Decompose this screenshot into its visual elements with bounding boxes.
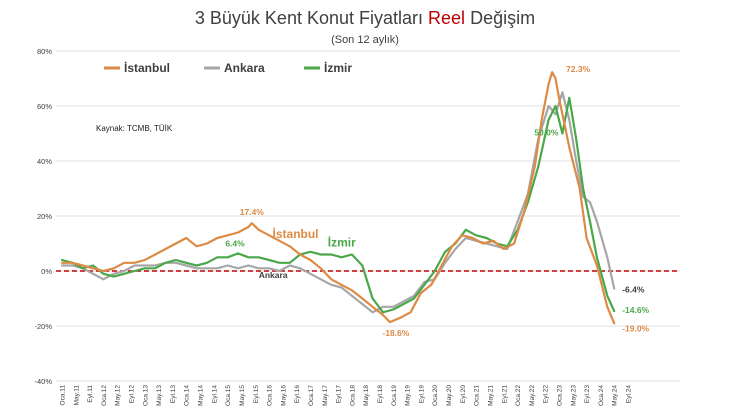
x-tick-label: May.24 — [612, 385, 619, 406]
data-label-istanbul: -18.6% — [382, 328, 409, 338]
x-tick-label: Oca.23 — [556, 385, 563, 406]
x-tick-label: May.23 — [570, 385, 577, 406]
x-tick-label: May.16 — [280, 385, 287, 406]
x-tick-label: Oca.16 — [267, 385, 274, 406]
x-tick-label: May.13 — [156, 385, 163, 406]
data-label-istanbul: -19.0% — [622, 323, 649, 333]
legend: İstanbul Ankara İzmir — [104, 60, 352, 75]
x-tick-label: Oca.21 — [474, 385, 481, 406]
x-tick-label: Oca.15 — [225, 385, 232, 406]
x-tick-label: Eyl.12 — [129, 385, 136, 403]
x-tick-label: Eyl.11 — [87, 385, 94, 403]
x-tick-label: Oca.19 — [391, 385, 398, 406]
x-tick-label: Oca.17 — [308, 385, 315, 406]
x-tick-label: Oca.12 — [101, 385, 108, 406]
x-tick-label: May.18 — [363, 385, 370, 406]
data-label-izmir: 50.0% — [534, 128, 559, 138]
title-accent: Reel — [428, 8, 465, 28]
x-tick-label: May.20 — [446, 385, 453, 406]
series-line-izmir — [60, 96, 616, 314]
x-tick-label: Eyl.24 — [626, 385, 633, 403]
x-tick-label: Eyl.15 — [253, 385, 260, 403]
series-line-ankara — [60, 91, 616, 314]
y-tick-label: 60% — [37, 102, 52, 111]
x-tick-label: Eyl.18 — [377, 385, 384, 403]
x-tick-label: May.22 — [529, 385, 536, 406]
x-tick-label: Oca.24 — [598, 385, 605, 406]
x-tick-label: Oca.20 — [432, 385, 439, 406]
series-line-istanbul — [60, 71, 616, 325]
x-tick-label: Eyl.20 — [460, 385, 467, 403]
x-tick-label: Eyl.22 — [543, 385, 550, 403]
x-tick-label: Oca.14 — [184, 385, 191, 406]
x-tick-label: May.17 — [322, 385, 329, 406]
legend-label-istanbul: İstanbul — [124, 60, 170, 75]
x-tick-label: Oca.22 — [515, 385, 522, 406]
x-tick-label: May.11 — [73, 385, 80, 406]
y-tick-label: 80% — [37, 47, 52, 56]
x-tick-label: May.15 — [239, 385, 246, 406]
y-tick-label: 20% — [37, 212, 52, 221]
x-tick-label: Eyl.14 — [211, 385, 218, 403]
x-tick-label: Oca.13 — [142, 385, 149, 406]
chart-title: 3 Büyük Kent Konut Fiyatları Reel Değişi… — [195, 8, 535, 28]
x-tick-label: Oca.11 — [60, 385, 67, 406]
inline-label-ankara: Ankara — [259, 270, 288, 280]
title-prefix: 3 Büyük Kent Konut Fiyatları — [195, 8, 423, 28]
legend-label-izmir: İzmir — [324, 60, 352, 75]
data-label-izmir: -14.6% — [622, 305, 649, 315]
inline-label-istanbul: İstanbul — [273, 226, 319, 241]
chart-subtitle: (Son 12 aylık) — [331, 34, 399, 46]
x-tick-label: May.21 — [487, 385, 494, 406]
y-tick-label: -20% — [34, 322, 52, 331]
data-label-istanbul: 72.3% — [566, 64, 591, 74]
data-label-izmir: 6.4% — [225, 238, 245, 248]
x-tick-label: Eyl.23 — [584, 385, 591, 403]
x-tick-label: Eyl.17 — [336, 385, 343, 403]
x-tick-label: May.12 — [115, 385, 122, 406]
x-tick-label: May.19 — [405, 385, 412, 406]
x-tick-label: Eyl.16 — [294, 385, 301, 403]
y-tick-label: 0% — [41, 267, 52, 276]
inline-label-izmir: İzmir — [328, 234, 356, 249]
x-tick-label: May.14 — [198, 385, 205, 406]
data-label-istanbul: 17.4% — [240, 207, 265, 217]
x-tick-label: Eyl.19 — [418, 385, 425, 403]
plot-area: -40% -20% 0% 20% 40% 60% 80% Oca.11 May.11 Eyl.11… — [34, 47, 680, 406]
x-tick-label: Oca.18 — [349, 385, 356, 406]
legend-label-ankara: Ankara — [224, 61, 265, 75]
y-tick-label: 40% — [37, 157, 52, 166]
x-tick-label: Eyl.13 — [170, 385, 177, 403]
title-suffix: Değişim — [470, 8, 535, 28]
y-tick-label: -40% — [34, 377, 52, 386]
source-note: Kaynak: TCMB, TÜİK — [96, 124, 173, 133]
x-tick-label: Eyl.21 — [501, 385, 508, 403]
data-label-ankara: -6.4% — [622, 285, 645, 295]
